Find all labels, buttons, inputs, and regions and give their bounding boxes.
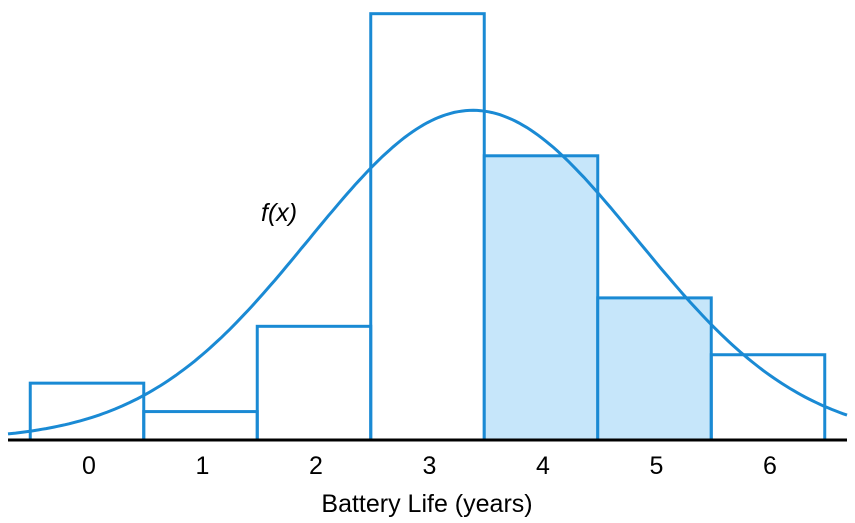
tick-label-0: 0: [82, 452, 96, 480]
tick-labels: 0 1 2 3 4 5 6: [82, 452, 777, 480]
tick-label-5: 5: [650, 452, 664, 480]
bar-3: [369, 12, 486, 442]
tick-label-4: 4: [536, 452, 550, 480]
tick-label-6: 6: [763, 452, 777, 480]
tick-label-3: 3: [423, 452, 437, 480]
bar-4: [482, 154, 600, 442]
tick-label-1: 1: [196, 452, 210, 480]
bar-0: [28, 381, 146, 442]
curve-label: f(x): [261, 199, 297, 227]
bars-layer: [28, 12, 827, 442]
bar-5: [596, 296, 713, 442]
bar-1: [142, 410, 259, 442]
x-axis-label: Battery Life (years): [321, 490, 532, 518]
density-curve: [7, 108, 848, 436]
tick-label-2: 2: [309, 452, 323, 480]
bar-2: [255, 324, 373, 442]
